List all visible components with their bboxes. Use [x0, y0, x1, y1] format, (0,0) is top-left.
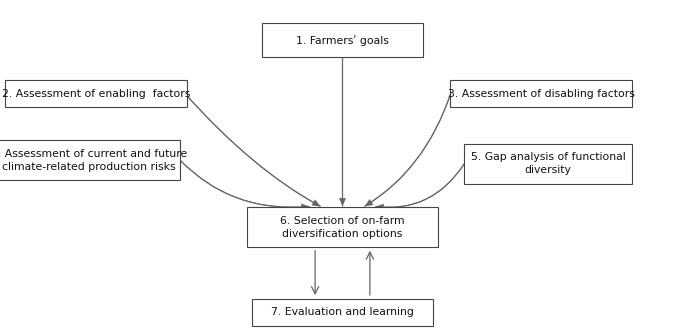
FancyBboxPatch shape	[5, 80, 186, 107]
FancyArrowPatch shape	[185, 93, 321, 206]
Text: 2. Assessment of enabling  factors: 2. Assessment of enabling factors	[2, 89, 190, 99]
FancyBboxPatch shape	[451, 80, 632, 107]
FancyBboxPatch shape	[251, 299, 434, 326]
FancyArrowPatch shape	[339, 57, 346, 206]
FancyBboxPatch shape	[0, 140, 179, 180]
Text: 7. Evaluation and learning: 7. Evaluation and learning	[271, 307, 414, 317]
Text: 3. Assessment of disabling factors: 3. Assessment of disabling factors	[448, 89, 634, 99]
Text: 6. Selection of on-farm
diversification options: 6. Selection of on-farm diversification …	[280, 215, 405, 239]
FancyBboxPatch shape	[464, 144, 632, 184]
FancyBboxPatch shape	[247, 207, 438, 247]
FancyBboxPatch shape	[262, 23, 423, 57]
FancyArrowPatch shape	[364, 94, 451, 206]
Text: 5. Gap analysis of functional
diversity: 5. Gap analysis of functional diversity	[471, 152, 625, 175]
FancyArrowPatch shape	[375, 163, 465, 211]
Text: 4. Assessment of current and future
climate-related production risks: 4. Assessment of current and future clim…	[0, 149, 187, 172]
Text: 1. Farmersʹ goals: 1. Farmersʹ goals	[296, 35, 389, 45]
FancyArrowPatch shape	[180, 160, 310, 210]
